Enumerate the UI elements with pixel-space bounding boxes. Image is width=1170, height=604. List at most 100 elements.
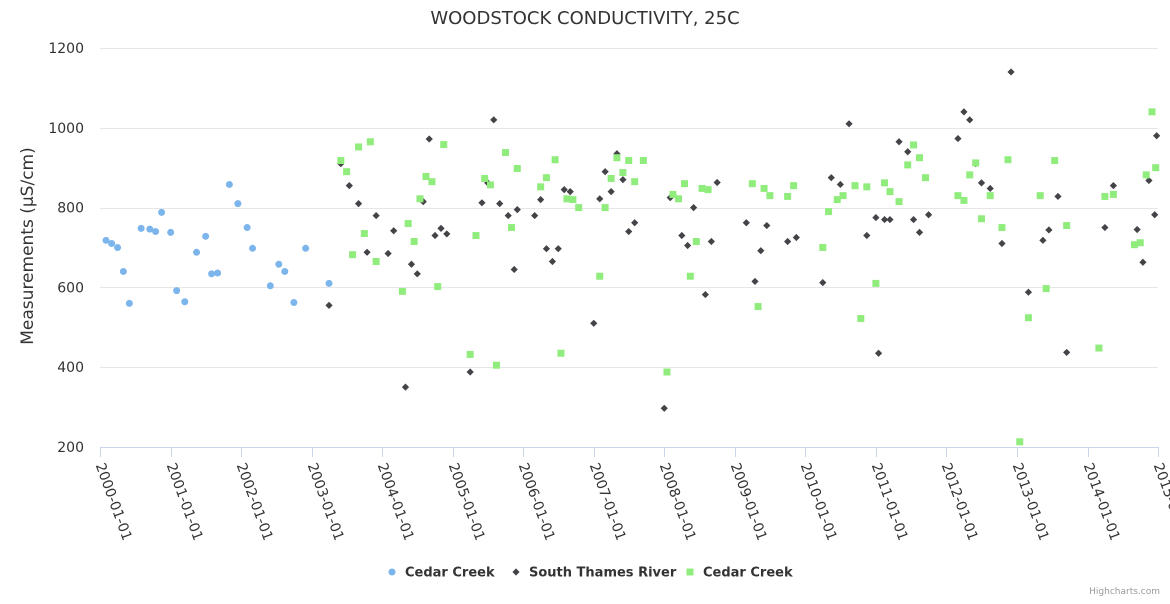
series-3-point[interactable]	[692, 238, 700, 246]
series-3-point[interactable]	[507, 224, 515, 232]
series-2-point[interactable]	[660, 404, 668, 412]
series-2-point[interactable]	[863, 231, 871, 240]
series-3-point[interactable]	[481, 174, 489, 182]
series-2-point[interactable]	[874, 349, 883, 357]
series-3-point[interactable]	[839, 192, 847, 200]
series-3-point[interactable]	[686, 272, 694, 280]
series-2-point[interactable]	[707, 237, 715, 246]
series-3-point[interactable]	[704, 186, 712, 194]
series-3-point[interactable]	[1024, 314, 1032, 322]
series-3-point[interactable]	[863, 183, 871, 191]
series-3-point[interactable]	[596, 272, 604, 280]
series-1-point[interactable]	[102, 236, 110, 244]
series-1-point[interactable]	[137, 224, 145, 232]
series-3-point[interactable]	[569, 196, 577, 204]
series-2-point[interactable]	[757, 247, 765, 255]
series-3-point[interactable]	[1130, 241, 1138, 249]
series-2-point[interactable]	[819, 279, 827, 287]
series-3-point[interactable]	[1109, 190, 1117, 198]
series-3-point[interactable]	[851, 182, 859, 190]
series-3-point[interactable]	[492, 361, 500, 369]
series-3-point[interactable]	[857, 315, 865, 323]
series-2-point[interactable]	[548, 257, 557, 266]
series-1-point[interactable]	[234, 200, 242, 208]
series-2-point[interactable]	[363, 248, 371, 256]
series-2-point[interactable]	[1153, 132, 1161, 140]
credits-link[interactable]: Highcharts.com	[1089, 587, 1160, 597]
series-3-point[interactable]	[675, 195, 683, 203]
series-2-point[interactable]	[872, 213, 880, 222]
series-3-point[interactable]	[986, 192, 994, 200]
series-3-point[interactable]	[557, 349, 565, 357]
series-1-point[interactable]	[208, 270, 216, 278]
series-2-point[interactable]	[954, 134, 962, 143]
series-3-point[interactable]	[428, 178, 436, 186]
series-2-point[interactable]	[904, 148, 912, 156]
series-1-point[interactable]	[202, 232, 210, 240]
series-2-point[interactable]	[390, 227, 398, 235]
series-2-point[interactable]	[1151, 211, 1159, 219]
series-2-point[interactable]	[784, 237, 792, 246]
series-3-point[interactable]	[819, 244, 827, 251]
series-3-point[interactable]	[619, 168, 627, 176]
series-3-point[interactable]	[881, 179, 889, 187]
series-3-point[interactable]	[601, 204, 609, 212]
series-3-point[interactable]	[1016, 438, 1024, 446]
series-3-point[interactable]	[760, 184, 768, 192]
legend-item-2[interactable]: South Thames River	[512, 566, 677, 581]
series-2-point[interactable]	[443, 230, 451, 238]
series-3-point[interactable]	[613, 154, 621, 162]
series-2-point[interactable]	[354, 200, 363, 208]
series-3-point[interactable]	[360, 230, 368, 238]
series-2-point[interactable]	[960, 108, 968, 116]
series-2-point[interactable]	[625, 227, 633, 236]
series-2-point[interactable]	[678, 231, 686, 240]
series-3-point[interactable]	[754, 303, 762, 311]
series-2-point[interactable]	[510, 265, 518, 274]
series-3-point[interactable]	[472, 232, 480, 240]
series-3-point[interactable]	[404, 220, 412, 228]
series-2-point[interactable]	[325, 301, 333, 309]
series-1-point[interactable]	[146, 225, 154, 233]
series-3-point[interactable]	[790, 182, 798, 190]
series-3-point[interactable]	[625, 157, 633, 165]
series-2-point[interactable]	[345, 182, 353, 190]
series-3-point[interactable]	[833, 196, 841, 204]
series-2-point[interactable]	[792, 233, 800, 242]
series-2-point[interactable]	[590, 319, 598, 327]
series-3-point[interactable]	[607, 174, 615, 182]
series-2-point[interactable]	[915, 228, 924, 236]
series-2-point[interactable]	[1007, 68, 1015, 76]
series-3-point[interactable]	[1004, 156, 1012, 164]
series-1-point[interactable]	[214, 269, 222, 277]
series-2-point[interactable]	[407, 260, 416, 268]
series-2-point[interactable]	[384, 249, 392, 258]
series-3-point[interactable]	[886, 188, 894, 196]
series-2-point[interactable]	[478, 199, 486, 207]
series-3-point[interactable]	[825, 208, 833, 216]
series-2-point[interactable]	[504, 211, 512, 220]
series-3-point[interactable]	[563, 195, 571, 203]
series-3-point[interactable]	[502, 149, 510, 157]
series-3-point[interactable]	[972, 159, 980, 167]
series-2-point[interactable]	[601, 168, 609, 176]
series-2-point[interactable]	[619, 176, 627, 184]
series-2-point[interactable]	[827, 174, 835, 182]
series-2-point[interactable]	[836, 180, 844, 189]
series-2-point[interactable]	[1109, 182, 1117, 190]
series-3-point[interactable]	[1136, 239, 1144, 247]
series-3-point[interactable]	[416, 195, 424, 203]
series-3-point[interactable]	[372, 257, 380, 265]
series-2-point[interactable]	[431, 231, 439, 240]
series-1-point[interactable]	[225, 180, 233, 188]
legend-item-3[interactable]: Cedar Creek	[686, 566, 793, 581]
series-3-point[interactable]	[355, 143, 363, 151]
series-2-point[interactable]	[986, 184, 994, 193]
series-2-point[interactable]	[1024, 288, 1033, 296]
series-2-point[interactable]	[607, 188, 615, 196]
series-1-point[interactable]	[290, 299, 298, 307]
series-2-point[interactable]	[537, 196, 545, 204]
series-3-point[interactable]	[486, 181, 494, 189]
series-3-point[interactable]	[1101, 192, 1109, 200]
series-2-point[interactable]	[689, 204, 698, 212]
